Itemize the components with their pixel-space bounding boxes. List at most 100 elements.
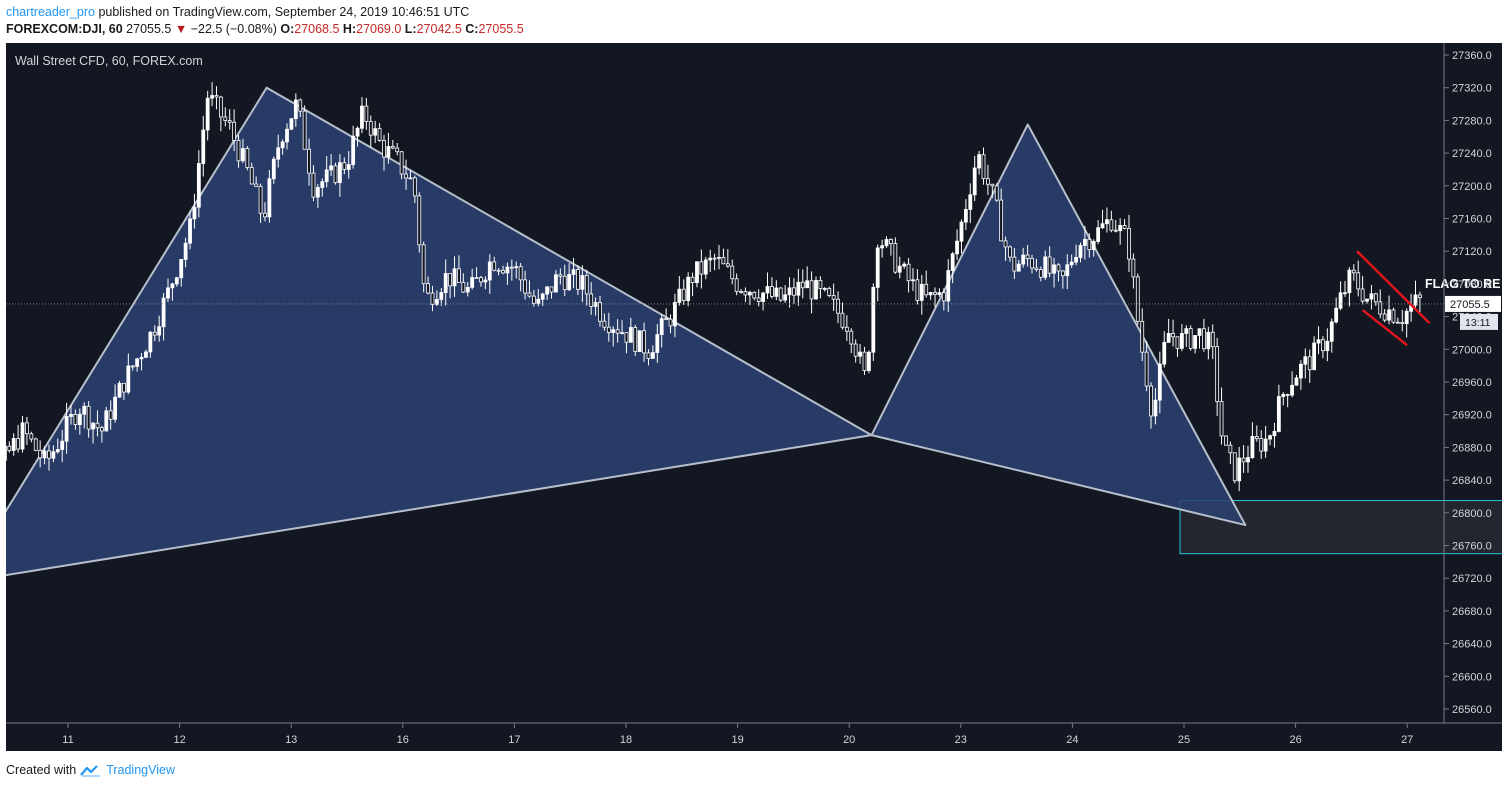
current-price-label-bg [1445,295,1501,312]
candle-body [523,279,527,294]
candle-body [787,287,792,296]
candle-body [1294,377,1299,386]
candle-body [1016,263,1021,272]
candle-body [774,287,779,297]
candle-body [514,266,519,269]
flag-lower-line [1361,309,1408,347]
candle-body [11,438,16,451]
candle-body [104,410,109,432]
candle-body [1215,346,1220,402]
candle-body [893,243,898,273]
candle-body [1232,452,1237,482]
candle-body [188,218,192,244]
time-axis[interactable]: 11 12 13 16 17 18 19 20 23 24 25 26 27 [6,722,1502,746]
candle-body [501,270,505,274]
candle-body [329,165,333,171]
candle-body [1122,225,1127,229]
candle-body [249,167,254,185]
candle-body [227,120,232,123]
candle-body [130,365,135,368]
candle-body [518,266,523,281]
candles [6,82,1422,492]
candle-body [1074,257,1078,263]
candle-body [545,286,549,295]
candle-body [161,297,166,328]
candle-body [315,187,320,198]
publish-info: chartreader_pro published on TradingView… [6,5,469,19]
candle-body [1347,269,1352,294]
candle-body [390,146,395,149]
candle-body [201,129,206,164]
candle-body [183,242,188,260]
price-axis[interactable]: 26560.0 26600.0 26640.0 26680.0 26720.0 26760… [1443,43,1501,723]
candle-body [360,105,364,129]
tradingview-brand-link[interactable]: TradingView [106,763,175,777]
candle-body [796,281,801,296]
candle-body [602,320,607,328]
candle-body [576,269,580,290]
candle-body [836,298,840,314]
price-chart[interactable]: FLAG TO RE LONG 26560.026600.026640.0266… [6,43,1502,751]
candle-body [33,438,38,451]
candle-body [20,422,25,450]
candle-body [765,286,770,294]
candle-body [990,183,995,187]
candle-body [986,178,990,185]
open-label: O: [280,22,295,36]
y-tick-label: 27280.0 [1452,115,1492,127]
candle-body [139,357,144,360]
y-tick-label: 27080.0 [1452,279,1492,291]
candle-body [113,396,117,420]
candle-body [47,450,51,459]
candle-body [1157,363,1162,401]
symbol-label: FOREXCOM:DJI, 60 [6,22,123,36]
candle-body [395,147,400,153]
candle-body [496,269,501,272]
y-tick-label: 27000.0 [1452,344,1492,356]
x-tick-label: 26 [1289,734,1301,746]
candle-body [452,268,457,287]
candle-body [439,292,444,300]
close-label: C: [465,22,479,36]
candle-body [1008,246,1012,258]
candle-body [346,164,351,170]
candle-body [86,405,91,430]
candle-body [527,292,532,297]
candle-body [311,172,316,198]
candle-body [562,275,567,291]
candle-body [637,330,642,352]
candle-body [1382,313,1387,321]
candle-body [1391,309,1396,323]
candle-body [42,450,47,459]
candle-body [179,259,184,279]
candle-body [1254,435,1259,439]
candle-body [38,450,43,459]
candle-body [1047,256,1052,274]
candle-body [1404,310,1409,325]
change-value: −22.5 (−0.08%) [190,22,277,36]
chart-area[interactable]: FLAG TO RE LONG 26560.026600.026640.0266… [6,43,1502,751]
x-tick-label: 25 [1178,734,1190,746]
candle-body [1259,438,1264,452]
candle-body [884,239,889,247]
candle-body [1307,356,1312,371]
candle-body [258,185,263,214]
candle-body [1241,457,1246,463]
candle-body [364,105,369,122]
candle-body [1052,264,1056,274]
candle-body [1202,328,1206,350]
candle-body [567,274,572,291]
candle-body [1272,431,1277,437]
candle-body [897,265,902,273]
candle-body [1140,320,1145,353]
candle-body [739,291,743,293]
countdown-label-bg [1460,313,1498,330]
candle-body [1365,298,1369,302]
author-link[interactable]: chartreader_pro [6,5,95,19]
candle-body [1021,254,1026,265]
candle-body [298,99,303,112]
candle-body [968,194,973,210]
candle-body [717,256,721,259]
candle-body [307,148,311,174]
candle-body [509,266,514,269]
